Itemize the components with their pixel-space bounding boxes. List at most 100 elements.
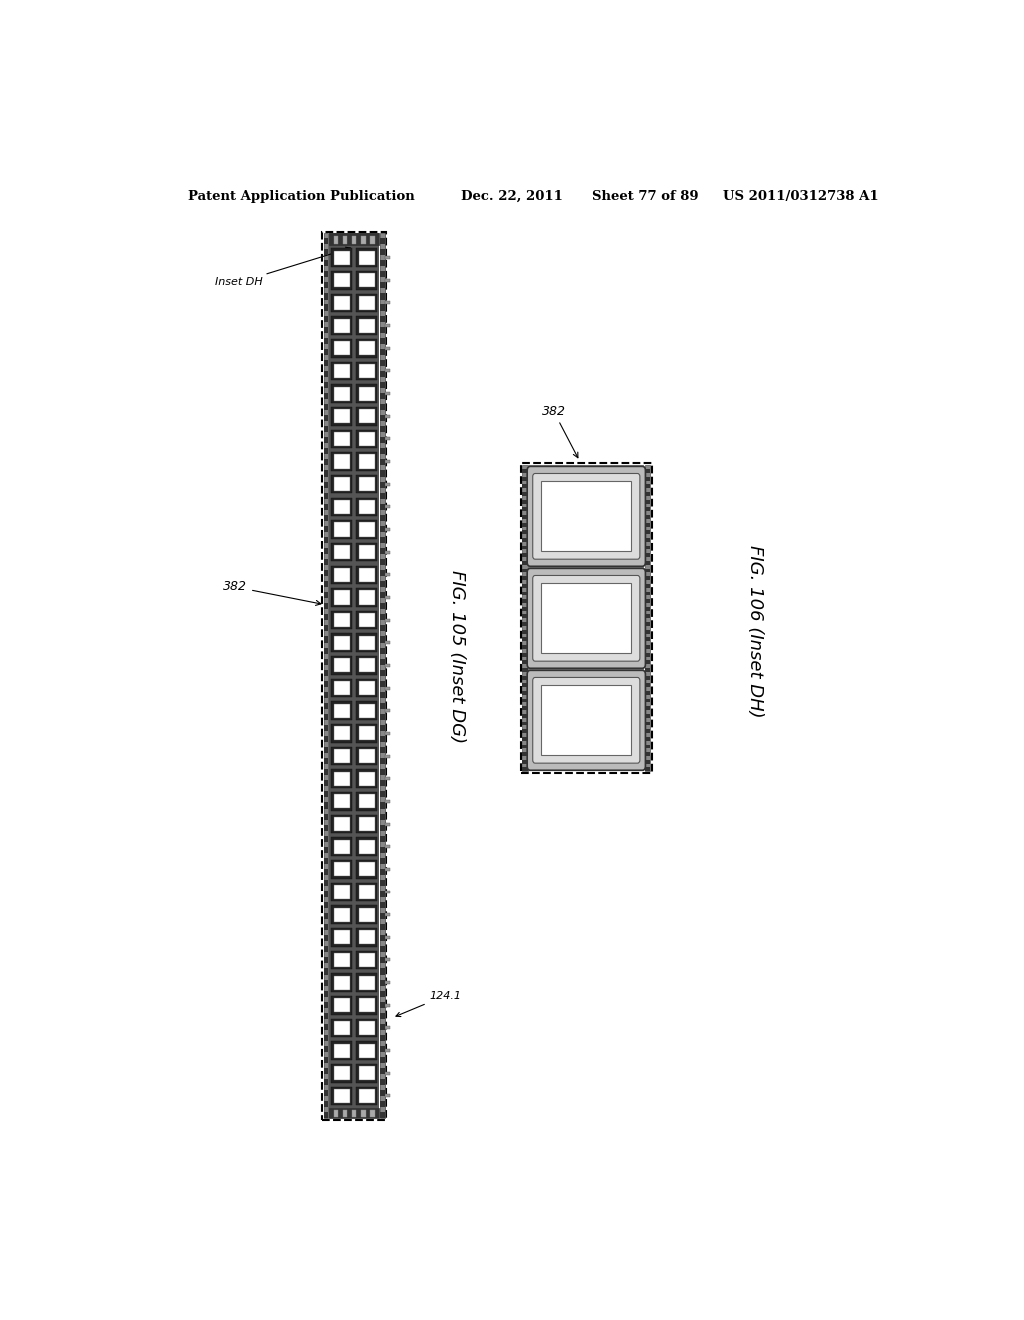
Bar: [324, 979, 329, 986]
Bar: [380, 626, 385, 631]
Bar: [324, 381, 329, 388]
FancyBboxPatch shape: [527, 569, 645, 668]
Bar: [324, 737, 329, 742]
Bar: [380, 1002, 385, 1007]
Bar: [358, 1044, 375, 1057]
Bar: [331, 293, 352, 313]
Bar: [356, 656, 377, 675]
Bar: [522, 690, 528, 694]
Bar: [334, 1110, 338, 1117]
Bar: [358, 590, 375, 605]
Bar: [645, 652, 650, 656]
Bar: [334, 409, 350, 424]
Bar: [645, 515, 650, 519]
Bar: [324, 846, 329, 853]
Bar: [358, 409, 375, 424]
Bar: [334, 568, 350, 582]
Bar: [358, 704, 375, 718]
Bar: [380, 504, 385, 510]
Bar: [522, 630, 528, 634]
Bar: [358, 1020, 375, 1035]
Bar: [334, 523, 350, 536]
Bar: [380, 792, 385, 797]
Bar: [358, 432, 375, 446]
Bar: [356, 293, 377, 313]
Bar: [380, 570, 385, 576]
Bar: [356, 837, 377, 855]
Bar: [645, 607, 650, 611]
Bar: [324, 593, 329, 598]
Bar: [380, 381, 385, 388]
Bar: [324, 614, 329, 620]
Bar: [385, 461, 390, 463]
Bar: [380, 393, 385, 399]
Bar: [380, 681, 385, 686]
Bar: [380, 1057, 385, 1063]
Bar: [356, 611, 377, 630]
Bar: [356, 1019, 377, 1038]
Bar: [334, 364, 350, 378]
Bar: [380, 1024, 385, 1030]
Bar: [380, 803, 385, 809]
Bar: [522, 615, 528, 618]
Bar: [358, 748, 375, 763]
Bar: [324, 936, 329, 941]
Bar: [380, 238, 385, 244]
Bar: [385, 279, 390, 281]
Bar: [331, 814, 352, 833]
Bar: [324, 692, 329, 698]
Bar: [356, 339, 377, 358]
Bar: [522, 539, 528, 541]
Bar: [331, 928, 352, 946]
Bar: [380, 725, 385, 731]
Bar: [385, 573, 390, 577]
Bar: [645, 484, 650, 488]
Bar: [380, 449, 385, 454]
Bar: [324, 858, 329, 863]
Bar: [324, 360, 329, 366]
Bar: [385, 483, 390, 486]
Bar: [324, 238, 329, 244]
Bar: [331, 339, 352, 358]
Bar: [358, 612, 375, 627]
Bar: [645, 760, 650, 764]
Bar: [358, 659, 375, 672]
Bar: [358, 772, 375, 785]
Bar: [324, 659, 329, 665]
Bar: [324, 305, 329, 310]
Bar: [385, 845, 390, 849]
Bar: [380, 404, 385, 411]
Bar: [358, 568, 375, 582]
Bar: [324, 293, 329, 300]
Bar: [358, 454, 375, 469]
Bar: [324, 747, 329, 754]
Bar: [358, 931, 375, 944]
Bar: [334, 1089, 350, 1104]
Bar: [352, 1110, 356, 1117]
Bar: [522, 737, 528, 741]
Bar: [380, 636, 385, 643]
Bar: [331, 997, 352, 1015]
Bar: [385, 437, 390, 441]
Bar: [385, 800, 390, 803]
Bar: [361, 236, 366, 244]
Bar: [385, 867, 390, 871]
Bar: [358, 681, 375, 696]
Bar: [331, 678, 352, 697]
Bar: [380, 913, 385, 919]
Bar: [380, 858, 385, 863]
Bar: [645, 523, 650, 527]
Bar: [356, 271, 377, 289]
Bar: [385, 686, 390, 689]
Bar: [380, 692, 385, 698]
Bar: [522, 684, 528, 688]
Bar: [356, 997, 377, 1015]
Bar: [380, 249, 385, 255]
Bar: [324, 371, 329, 378]
Bar: [334, 862, 350, 876]
Bar: [645, 668, 650, 672]
Bar: [370, 1110, 375, 1117]
Bar: [385, 347, 390, 350]
Bar: [324, 813, 329, 820]
Bar: [522, 507, 528, 511]
